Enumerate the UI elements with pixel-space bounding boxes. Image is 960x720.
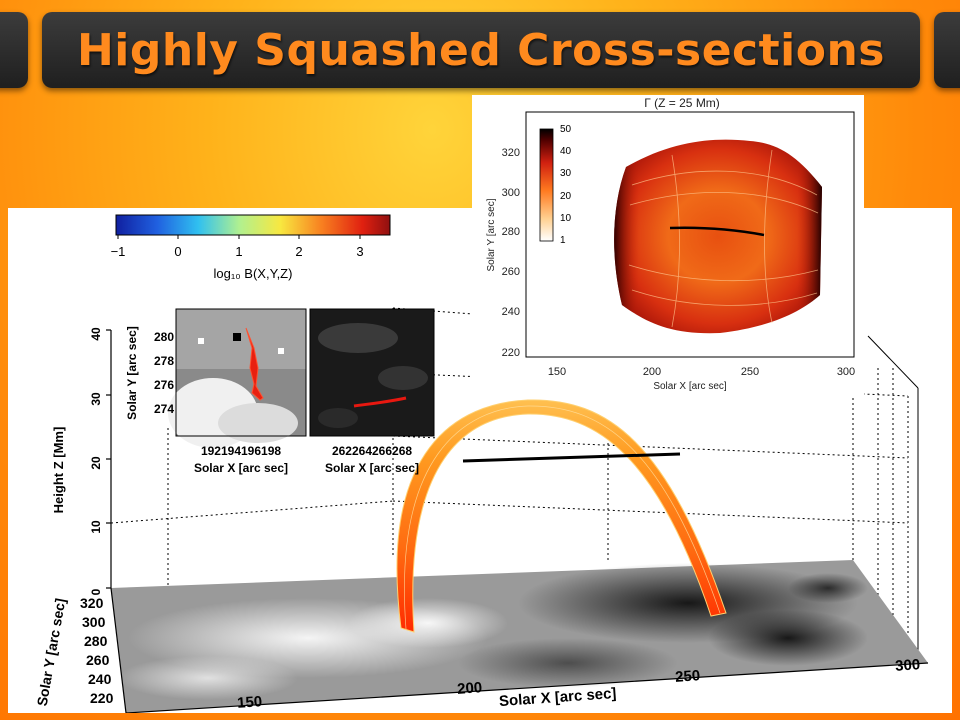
inset-colorbar-tick: 1 — [560, 235, 566, 246]
z-tick: 0 — [89, 588, 103, 595]
left-panel-y-tick: 276 — [154, 378, 174, 392]
colorbar-label: log₁₀ B(X,Y,Z) — [214, 266, 293, 281]
colorbar-tick: 0 — [174, 244, 181, 259]
y-tick: 220 — [90, 690, 114, 706]
y-tick: 320 — [80, 595, 104, 611]
inset-x-tick: 150 — [548, 366, 566, 378]
inset-colorbar-tick: 50 — [560, 124, 572, 135]
next-slide-tab[interactable] — [934, 12, 960, 88]
inset-cross-section-line — [669, 226, 765, 237]
colorbar-tick: 1 — [235, 244, 242, 259]
inset-y-tick: 240 — [502, 306, 520, 318]
z-tick: 30 — [89, 392, 103, 406]
colorbar-tick: −1 — [111, 244, 126, 259]
inset-y-tick: 280 — [502, 226, 520, 238]
left-panel-y-tick: 274 — [154, 402, 174, 416]
left-panel-y-tick: 278 — [154, 354, 174, 368]
left-panel-y-label: Solar Y [arc sec] — [125, 326, 139, 420]
x-tick: 300 — [895, 656, 921, 675]
inset-x-axis-label: Solar X [arc sec] — [653, 381, 727, 392]
y-tick: 260 — [86, 652, 110, 668]
left-panel-x-label: Solar X [arc sec] — [194, 461, 288, 475]
inset-colorbar: 50 40 30 20 10 1 — [539, 124, 572, 246]
inset-y-axis-label: Solar Y [arc sec] — [486, 198, 497, 271]
magnetogram-floor — [111, 560, 928, 713]
inset-x-tick: 250 — [741, 366, 759, 378]
x-tick: 150 — [237, 693, 263, 712]
inset-plot-frame — [525, 111, 855, 358]
colorbar-tick: 2 — [295, 244, 302, 259]
title-bar: Highly Squashed Cross-sections — [42, 12, 920, 88]
magnetic-loop — [396, 399, 727, 633]
slide-title: Highly Squashed Cross-sections — [76, 24, 885, 76]
inset-title: Γ (Z = 25 Mm) — [644, 96, 720, 110]
left-panel-y-tick: 280 — [154, 330, 174, 344]
inset-squashing-factor-plot: Γ (Z = 25 Mm) 50 40 30 20 10 1 320 300 2… — [472, 95, 864, 395]
z-tick: 10 — [89, 520, 103, 534]
z-tick: 40 — [89, 327, 103, 341]
small-panel-left — [168, 308, 307, 448]
magnetic-field-colorbar: −1 0 1 2 3 log₁₀ B(X,Y,Z) — [111, 214, 391, 281]
floor-axes — [110, 587, 929, 713]
z-axis — [106, 329, 112, 589]
y-tick: 280 — [84, 633, 108, 649]
inset-colorbar-tick: 20 — [560, 191, 572, 202]
right-panel-x-label: Solar X [arc sec] — [325, 461, 419, 475]
z-tick: 20 — [89, 456, 103, 470]
left-panel-x-ticks: 192194196198 — [201, 444, 281, 458]
inset-colorbar-tick: 40 — [560, 146, 572, 157]
inset-colorbar-tick: 30 — [560, 168, 572, 179]
squashing-factor-map — [614, 139, 822, 334]
inset-x-tick: 200 — [643, 366, 661, 378]
previous-slide-tab[interactable] — [0, 12, 28, 88]
inset-x-tick: 300 — [837, 366, 855, 378]
colorbar-tick: 3 — [356, 244, 363, 259]
small-panel-right — [309, 308, 435, 437]
y-tick: 240 — [88, 671, 112, 687]
right-panel-x-ticks: 262264266268 — [332, 444, 412, 458]
inset-y-tick: 260 — [502, 266, 520, 278]
inset-y-tick: 300 — [502, 187, 520, 199]
box-edges — [867, 335, 919, 663]
inset-colorbar-tick: 10 — [560, 213, 572, 224]
x-tick: 200 — [457, 679, 483, 698]
y-tick: 300 — [82, 614, 106, 630]
cross-section-line — [462, 452, 681, 463]
inset-y-tick: 220 — [502, 347, 520, 359]
x-tick: 250 — [675, 667, 701, 686]
inset-y-tick: 320 — [502, 147, 520, 159]
z-axis-label: Height Z [Mm] — [51, 427, 66, 514]
